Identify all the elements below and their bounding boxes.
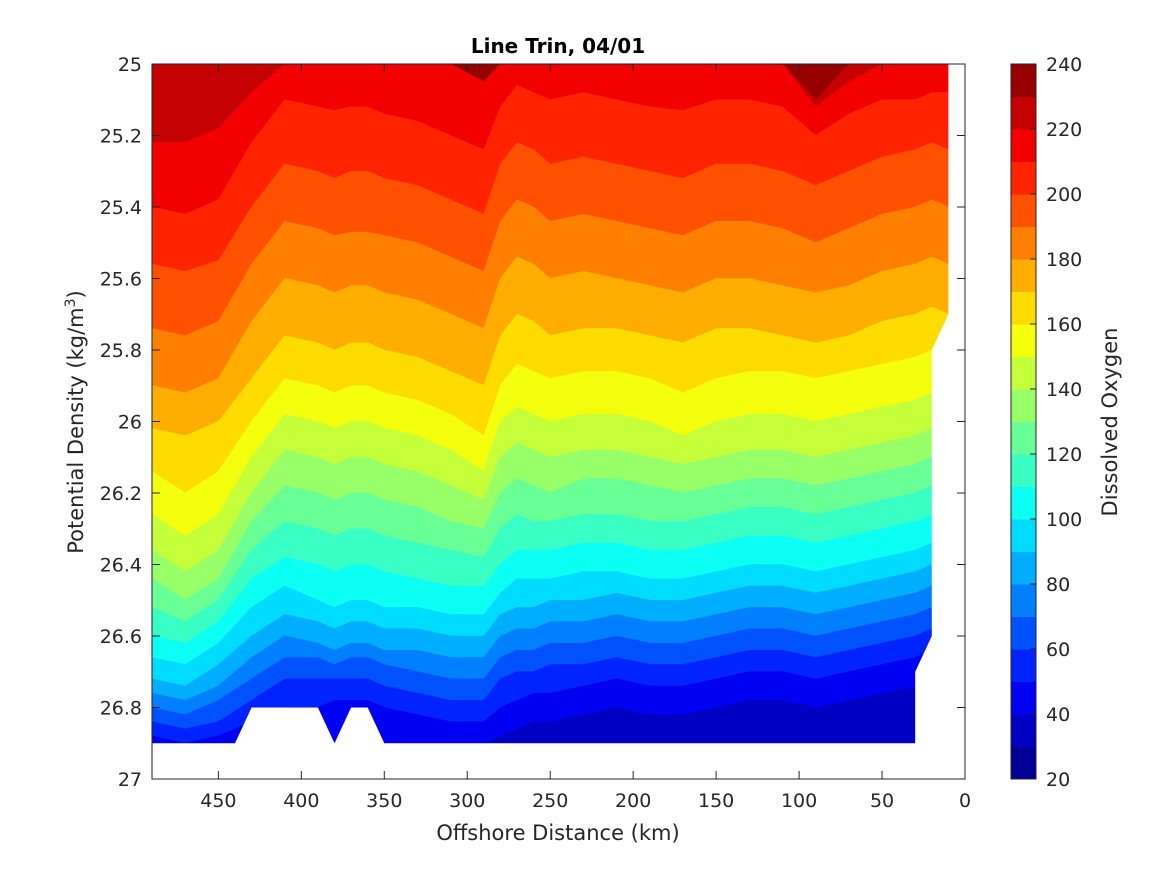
colorbar: 240 220 200 180 160 140 120 100 80 60 40 20	[1010, 54, 1082, 791]
colorbar-swatch	[1011, 389, 1036, 422]
data-gaps	[152, 64, 965, 779]
colorbar-swatch	[1011, 291, 1036, 325]
colorbar-tick-label: 100	[1046, 509, 1082, 531]
colorbar-tick-label: 160	[1046, 314, 1082, 336]
y-tick-label: 25.6	[100, 269, 142, 291]
colorbar-swatch	[1011, 714, 1036, 747]
x-axis: 450 400 350 300 250 200 150 100 50 0	[200, 64, 971, 812]
colorbar-swatch	[1011, 584, 1036, 617]
gap-bottom	[152, 707, 965, 779]
colorbar-tick-label: 20	[1046, 769, 1070, 791]
y-tick-label: 25	[118, 54, 142, 76]
colorbar-swatch	[1011, 421, 1036, 455]
colorbar-swatch	[1011, 551, 1036, 585]
gap-coast	[915, 64, 965, 779]
colorbar-swatch	[1011, 194, 1036, 227]
x-tick-label: 150	[698, 790, 734, 812]
y-tick-label: 25.8	[100, 340, 142, 362]
y-tick-label: 26.4	[100, 555, 142, 577]
colorbar-tick-label: 80	[1046, 574, 1070, 596]
colorbar-swatch	[1011, 161, 1036, 195]
colorbar-swatch	[1011, 746, 1036, 780]
colorbar-swatch	[1011, 64, 1036, 97]
colorbar-swatch	[1011, 681, 1036, 715]
y-axis: 25 25.2 25.4 25.6 25.8 26 26.2 26.4 26.6 26.8 27	[100, 54, 965, 791]
y-tick-label: 26	[118, 412, 142, 434]
colorbar-tick-label: 60	[1046, 639, 1070, 661]
x-tick-label: 100	[781, 790, 817, 812]
colorbar-swatch	[1011, 324, 1036, 357]
x-tick-label: 250	[532, 790, 568, 812]
colorbar-swatch	[1011, 129, 1036, 162]
y-tick-label: 25.2	[100, 126, 142, 148]
colorbar-tick-label: 120	[1046, 444, 1082, 466]
colorbar-tick-label: 140	[1046, 379, 1082, 401]
colorbar-frame	[1010, 63, 1037, 780]
y-tick-label: 25.4	[100, 197, 142, 219]
colorbar-swatch	[1011, 226, 1036, 260]
x-tick-label: 450	[200, 790, 236, 812]
y-axis-label: Potential Density (kg/m3)	[63, 290, 88, 554]
colorbar-tick-label: 200	[1046, 184, 1082, 206]
colorbar-swatch	[1011, 96, 1036, 130]
colorbar-tick-label: 220	[1046, 119, 1082, 141]
y-axis-label-sup: 3	[63, 298, 79, 307]
x-tick-label: 50	[870, 790, 894, 812]
colorbar-swatch	[1011, 649, 1036, 682]
colorbar-swatch	[1011, 519, 1036, 552]
colorbar-swatch	[1011, 486, 1036, 520]
colorbar-tick-label: 240	[1046, 54, 1082, 76]
y-tick-label: 26.2	[100, 483, 142, 505]
x-axis-label: Offshore Distance (km)	[436, 821, 679, 845]
y-tick-label: 26.6	[100, 626, 142, 648]
colorbar-swatch	[1011, 616, 1036, 650]
contour-band	[152, 64, 949, 143]
chart-title: Line Trin, 04/01	[471, 34, 645, 58]
colorbar-swatch	[1011, 454, 1036, 487]
colorbar-tick-label: 180	[1046, 249, 1082, 271]
contour-fill	[152, 64, 949, 744]
colorbar-label: Dissolved Oxygen	[1098, 328, 1122, 517]
y-axis-label-main: Potential Density (kg/m	[64, 307, 88, 553]
colorbar-swatch	[1011, 259, 1036, 292]
x-tick-label: 400	[283, 790, 319, 812]
x-tick-label: 200	[615, 790, 651, 812]
x-tick-label: 350	[366, 790, 402, 812]
colorbar-tick-label: 40	[1046, 704, 1070, 726]
y-tick-label: 26.8	[100, 698, 142, 720]
x-tick-label: 0	[959, 790, 971, 812]
colorbar-swatch	[1011, 356, 1036, 390]
x-tick-label: 300	[449, 790, 485, 812]
y-axis-label-close: )	[64, 290, 88, 298]
y-tick-label: 27	[118, 769, 142, 791]
